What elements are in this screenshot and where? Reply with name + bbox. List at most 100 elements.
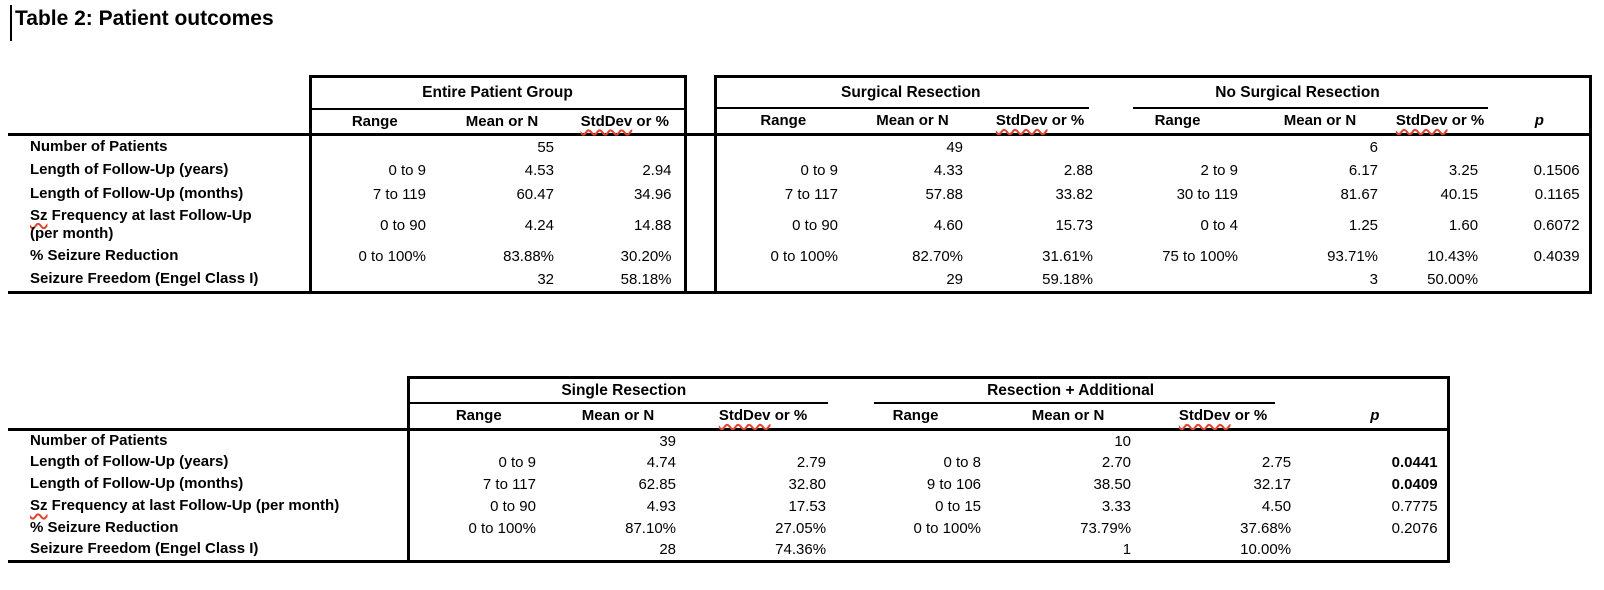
data-cell: 1.60 [1448,216,1479,234]
data-cell: 0 to 90 [406,495,548,518]
data-cell: 1 [993,539,1144,563]
table-row: Number of Patients 55 49 6 [8,134,1592,159]
data-cell: 0 to 9 [406,451,548,474]
row-label: Length of Follow-Up (months) [30,475,244,493]
data-cell: 4.50 [1261,498,1292,515]
group-header-resection-additional: Resection + Additional [838,376,1304,405]
p-value-cell: 0.1506 [1490,158,1592,183]
data-cell: 29 [850,268,976,294]
col-header-mean-or-n: Mean or N [548,403,688,431]
data-cell: 4.33 [933,162,964,179]
misspelled-word: StdDev [718,407,771,425]
data-cell: 7 to 119 [308,182,438,207]
page-title: Table 2: Patient outcomes [15,7,274,30]
data-cell: 10.43% [1427,247,1479,265]
data-cell [308,268,438,294]
row-label: % Seizure Reduction [30,246,179,264]
data-cell: 73.79% [1080,520,1132,537]
col-header-p: p [1303,403,1450,431]
misspelled-word: Sz [30,206,48,224]
data-cell: 14.88 [566,206,687,244]
group-header-row: Entire Patient Group Surgical Resection … [8,75,1592,110]
data-cell: 40.15 [1440,186,1479,203]
data-cell: 4.53 [524,162,554,179]
table-row: Length of Follow-Up (months) 7 to 117 62.8… [8,473,1450,496]
p-value-cell [1490,268,1592,294]
data-cell: 7 to 117 [713,182,851,207]
col-header-range: Range [838,403,994,431]
data-cell: 2.94 [566,158,687,183]
data-cell: 2 to 9 [1200,162,1239,179]
data-cell [1105,135,1250,159]
data-cell: 0 to 90 [713,206,851,244]
data-cell: 0 to 8 [943,454,982,471]
text-cursor [10,5,12,41]
data-cell: 3.33 [1101,498,1132,515]
data-cell: 83.88% [503,247,554,265]
table-row: Length of Follow-Up (years) 0 to 9 4.53 2.9… [8,158,1592,183]
data-cell: 34.96 [566,182,687,207]
table-row: Number of Patients 39 10 [8,429,1450,452]
data-cell: 0 to 9 [713,158,851,183]
col-header-stddev-or-pct: StdDev or % [1143,403,1304,431]
row-label: Sz Frequency at last Follow-Up (per month… [30,206,252,243]
data-cell: 3.25 [1448,162,1479,179]
data-cell [406,539,548,563]
data-cell [1390,135,1490,159]
corner-spacer [8,108,310,136]
data-cell [1105,268,1251,294]
data-cell: 0 to 4 [1200,216,1239,234]
data-cell: 57.88 [925,186,964,203]
p-value-cell: 0.4039 [1490,244,1592,268]
data-cell [688,430,838,452]
p-value-cell: 0.1165 [1490,182,1592,207]
row-label: Length of Follow-Up (months) [30,185,244,203]
data-cell: 82.70% [912,247,964,265]
col-header-range: Range [1105,108,1251,136]
group-header-no-surgical-resection: No Surgical Resection [1105,75,1491,110]
data-cell: 3 [1250,268,1391,294]
group-header-row: Single Resection Resection + Additional [8,376,1450,405]
data-cell: 93.71% [1327,247,1379,265]
data-cell: 4.74 [646,454,676,471]
data-cell: 4.93 [646,498,676,515]
col-header-stddev-or-pct: StdDev or % [1390,108,1491,136]
data-cell: 30.20% [566,244,687,268]
data-cell: 4.24 [524,216,554,234]
col-header-stddev-or-pct: StdDev or % [975,108,1106,136]
p-value-cell: 0.6072 [1490,206,1592,244]
data-cell: 6 [1369,138,1379,156]
data-cell: 62.85 [638,476,676,493]
p-value-cell: 0.7775 [1303,495,1450,518]
col-header-mean-or-n: Mean or N [850,108,976,136]
data-cell [406,429,548,452]
row-label: Number of Patients [30,137,168,155]
p-value-cell [1490,134,1592,159]
row-label: Number of Patients [30,431,168,449]
data-cell: 27.05% [775,520,827,537]
column-header-row: Range Mean or N StdDev or % Range Mean o… [8,108,1592,136]
data-cell: 15.73 [1055,216,1094,234]
col-header-mean-or-n: Mean or N [438,108,566,136]
col-header-stddev-or-pct: StdDev or % [688,403,839,431]
spacer-cell [685,159,715,183]
data-cell: 0 to 100% [713,244,851,268]
data-cell [1143,430,1303,452]
data-cell [713,134,851,159]
col-header-range: Range [713,108,851,136]
table-row: Length of Follow-Up (months) 7 to 119 60.4… [8,182,1592,207]
p-value-cell: 0.0409 [1303,473,1450,496]
data-cell: 10.00% [1143,539,1304,563]
col-header-p: p [1490,108,1592,136]
misspelled-word: StdDev [1178,407,1231,425]
data-cell: 6.17 [1348,162,1379,179]
p-column-spacer [1490,75,1592,109]
data-cell: 59.18% [975,268,1106,294]
misspelled-word: StdDev [1395,112,1448,130]
data-cell: 49 [946,138,964,156]
data-cell: 30 to 119 [1176,186,1239,203]
data-cell: 0 to 15 [935,498,982,515]
col-header-mean-or-n: Mean or N [993,403,1144,431]
data-cell: 32 [438,268,566,294]
